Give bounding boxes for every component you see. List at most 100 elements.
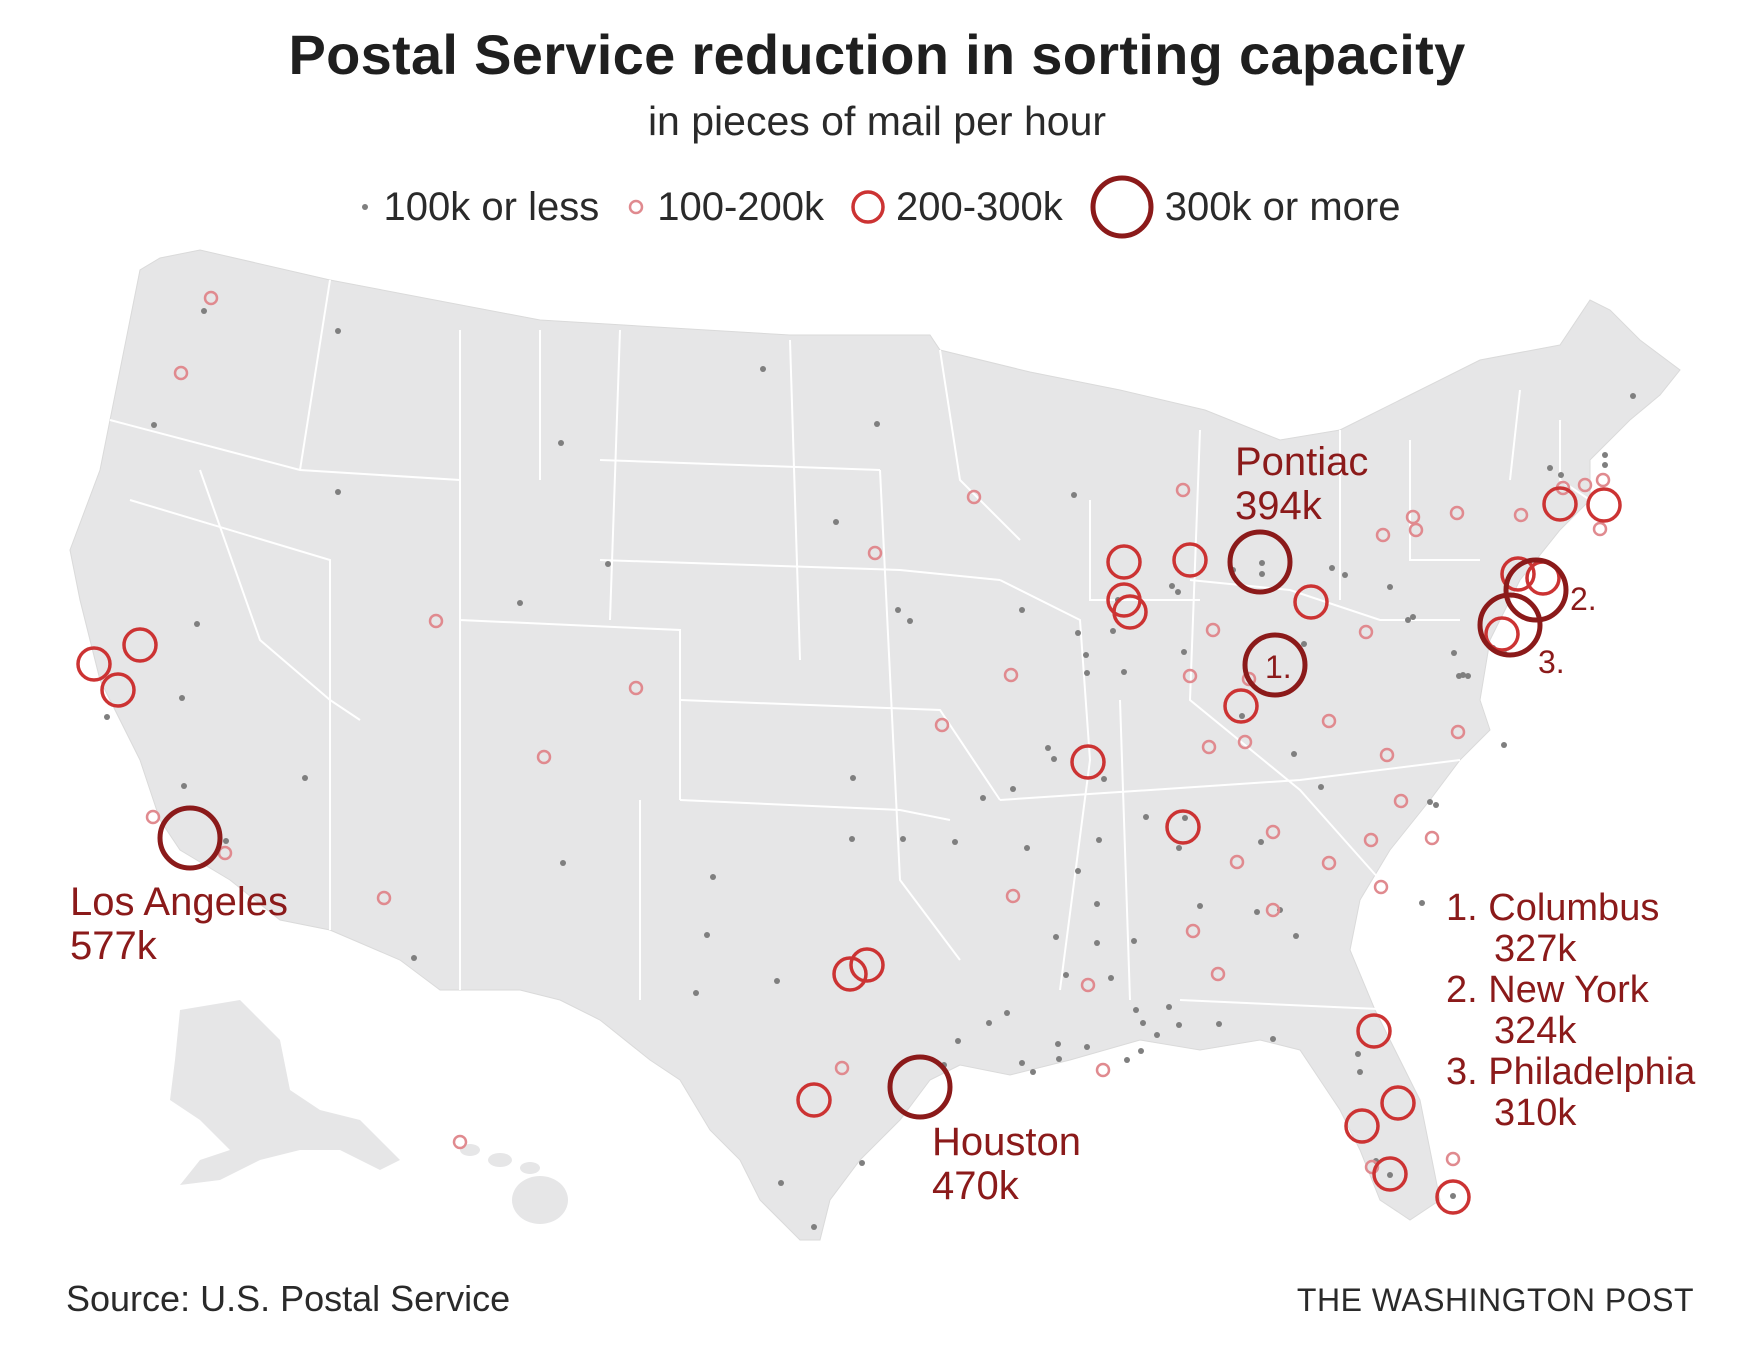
pontiac-value: 394k xyxy=(1235,484,1322,528)
facility-marker-s xyxy=(376,890,392,906)
facility-marker-s xyxy=(1424,830,1440,846)
facility-marker-s xyxy=(173,365,189,381)
marker-2-label: 2. xyxy=(1570,581,1597,617)
facility-marker-l xyxy=(1227,529,1293,595)
facility-marker-s xyxy=(1210,966,1226,982)
facility-marker-s xyxy=(1595,472,1611,488)
facility-marker-s xyxy=(1182,668,1198,684)
facility-marker-s xyxy=(1375,527,1391,543)
facility-marker-s xyxy=(1405,509,1421,525)
facility-marker-s xyxy=(1175,482,1191,498)
facility-marker-xs xyxy=(1166,1004,1172,1010)
legend: 100k or less 100-200k 200-300k 300k or m… xyxy=(0,172,1754,242)
facility-marker-xs xyxy=(1342,572,1348,578)
facility-marker-xs xyxy=(1433,802,1439,808)
facility-marker-xs xyxy=(411,955,417,961)
facility-marker-xs xyxy=(1602,462,1608,468)
rank-3-name: 3. Philadelphia xyxy=(1446,1051,1696,1093)
map-subtitle: in pieces of mail per hour xyxy=(647,98,1107,144)
pontiac-label: Pontiac 394k xyxy=(1235,440,1368,528)
facility-marker-m xyxy=(1172,542,1208,578)
legend-label: 100-200k xyxy=(657,184,824,229)
facility-marker-xs xyxy=(1181,649,1187,655)
facility-marker-xs xyxy=(335,489,341,495)
facility-marker-xs xyxy=(895,607,901,613)
facility-marker-xs xyxy=(1094,901,1100,907)
facility-marker-s xyxy=(1321,713,1337,729)
facility-marker-xs xyxy=(1387,584,1393,590)
facility-marker-xs xyxy=(1169,583,1175,589)
facility-marker-xs xyxy=(1450,1193,1456,1199)
facility-marker-xs xyxy=(1133,1007,1139,1013)
red-ring-swatch xyxy=(851,190,885,224)
houston-label: Houston 470k xyxy=(932,1120,1081,1208)
facility-marker-xs xyxy=(1329,565,1335,571)
legend-item-100k-or-less: 100k or less xyxy=(354,185,599,230)
facility-marker-xs xyxy=(1259,560,1265,566)
legend-item-300k-or-more: 300k or more xyxy=(1087,172,1401,242)
facility-marker-xs xyxy=(1259,571,1265,577)
facility-marker-s xyxy=(1379,747,1395,763)
facility-marker-xs xyxy=(1063,972,1069,978)
facility-marker-xs xyxy=(1045,745,1051,751)
facility-marker-xs xyxy=(1030,1069,1036,1075)
facility-marker-xs xyxy=(1083,652,1089,658)
publisher-credit: THE WASHINGTON POST xyxy=(1296,1282,1694,1318)
facility-marker-xs xyxy=(1630,393,1636,399)
facility-marker-s xyxy=(1393,793,1409,809)
facility-marker-xs xyxy=(1084,1044,1090,1050)
facility-marker-s xyxy=(1237,734,1253,750)
facility-marker-m xyxy=(832,956,868,992)
houston-value: 470k xyxy=(932,1164,1019,1208)
facility-marker-m xyxy=(1112,594,1148,630)
facility-marker-xs xyxy=(1270,1036,1276,1042)
facility-marker-xs xyxy=(1121,669,1127,675)
facility-marker-xs xyxy=(1143,814,1149,820)
pontiac-name: Pontiac xyxy=(1235,440,1369,484)
facility-marker-xs xyxy=(1056,1056,1062,1062)
facility-marker-xs xyxy=(859,1160,865,1166)
facility-marker-xs xyxy=(952,839,958,845)
facility-marker-xs xyxy=(1216,1021,1222,1027)
facility-marker-xs xyxy=(1055,1041,1061,1047)
contiguous-us-land xyxy=(69,249,1681,1241)
facility-marker-s xyxy=(1321,855,1337,871)
facility-marker-xs xyxy=(1084,670,1090,676)
facility-marker-xs xyxy=(900,836,906,842)
small-dot-swatch xyxy=(361,204,368,210)
facility-marker-s xyxy=(867,545,883,561)
facility-marker-s xyxy=(1364,1159,1380,1175)
facility-marker-xs xyxy=(907,618,913,624)
facility-marker-xs xyxy=(179,695,185,701)
rank-2-name: 2. New York xyxy=(1446,969,1649,1011)
facility-marker-xs xyxy=(1387,1172,1393,1178)
facility-marker-s xyxy=(428,613,444,629)
facility-marker-xs xyxy=(1075,868,1081,874)
facility-marker-xs xyxy=(1410,614,1416,620)
facility-marker-s xyxy=(1513,507,1529,523)
facility-marker-xs xyxy=(1357,1069,1363,1075)
facility-marker-s xyxy=(834,1060,850,1076)
rank-3-value: 310k xyxy=(1494,1092,1577,1134)
facility-marker-xs xyxy=(1154,1032,1160,1038)
facility-marker-s xyxy=(203,290,219,306)
facility-marker-xs xyxy=(1138,1048,1144,1054)
facility-marker-xs xyxy=(560,860,566,866)
facility-marker-xs xyxy=(1547,465,1553,471)
facility-marker-xs xyxy=(1019,1060,1025,1066)
facility-marker-l xyxy=(157,805,223,871)
rank-1-value: 327k xyxy=(1494,928,1577,970)
legend-label: 300k or more xyxy=(1164,184,1401,229)
facility-marker-s xyxy=(1265,902,1281,918)
facility-marker-s xyxy=(1358,624,1374,640)
facility-marker-s xyxy=(1592,521,1608,537)
state-borders xyxy=(109,279,1591,1011)
facility-marker-xs xyxy=(710,874,716,880)
facility-marker-xs xyxy=(1239,713,1245,719)
facility-marker-xs xyxy=(335,328,341,334)
facility-marker-xs xyxy=(1355,1051,1361,1057)
facility-marker-xs xyxy=(1094,940,1100,946)
facility-marker-xs xyxy=(986,1020,992,1026)
facility-marker-l xyxy=(1503,557,1569,623)
facility-marker-xs xyxy=(302,775,308,781)
